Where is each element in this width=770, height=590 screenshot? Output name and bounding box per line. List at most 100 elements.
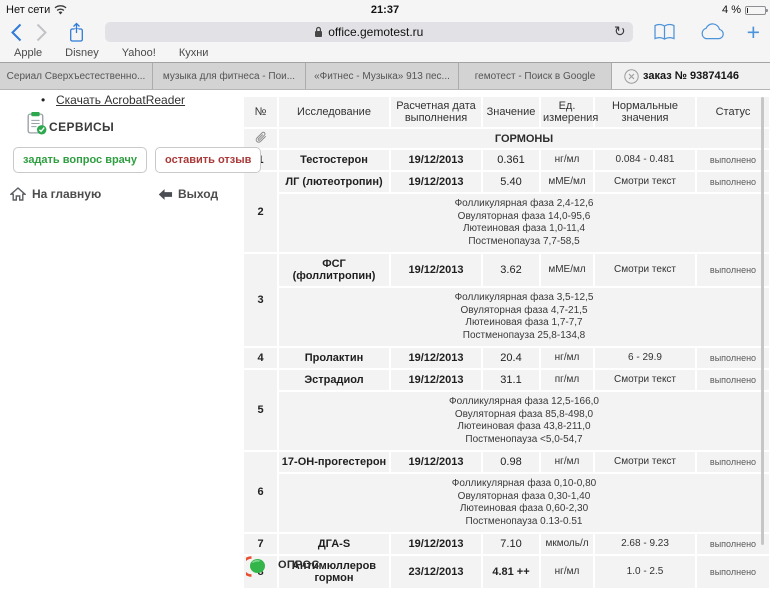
bookmark-item[interactable]: Кухни bbox=[178, 47, 209, 59]
cell-normal-range: Смотри текст bbox=[595, 254, 695, 286]
column-header: Расчетная дата выполнения bbox=[391, 97, 481, 127]
close-tab-icon[interactable] bbox=[624, 69, 639, 89]
cell-status: выполнено bbox=[697, 452, 769, 472]
address-bar[interactable]: office.gemotest.ru ↻ bbox=[105, 22, 633, 42]
cell-row-number: 6 bbox=[244, 452, 277, 532]
tab-inactive[interactable]: гемотест - Поиск в Google bbox=[459, 63, 612, 89]
cloud-tabs-icon[interactable] bbox=[698, 23, 727, 41]
cell-value: 0.361 bbox=[483, 150, 539, 170]
column-header: Нормальные значения bbox=[595, 97, 695, 127]
cell-study-name: ЛГ (лютеотропин) bbox=[279, 172, 389, 192]
lock-icon bbox=[315, 26, 323, 37]
bookmark-item[interactable]: Yahoo! bbox=[121, 47, 156, 59]
bookmark-item[interactable]: Disney bbox=[65, 47, 99, 59]
cell-study-name: 17-ОН-прогестерон bbox=[279, 452, 389, 472]
table-row: 7 ДГА-S 19/12/2013 7.10 мкмоль/л 2.68 - 9.23 в… bbox=[244, 534, 769, 554]
bookmark-item[interactable]: Apple bbox=[14, 47, 43, 59]
new-tab-icon[interactable]: + bbox=[746, 19, 760, 45]
cell-date: 19/12/2013 bbox=[391, 348, 481, 368]
paperclip-icon[interactable] bbox=[254, 131, 268, 145]
table-row: 3 ФСГ (фоллитропин) 19/12/2013 3.62 мМЕ/мл См… bbox=[244, 254, 769, 346]
cell-status: выполнено bbox=[697, 254, 769, 286]
active-tab-title: заказ № 93874146 bbox=[643, 70, 739, 82]
battery-icon bbox=[745, 5, 768, 15]
cell-reference-phases: Фолликулярная фаза 12,5-166,0 Овуляторная… bbox=[279, 392, 769, 450]
tab-inactive[interactable]: музыка для фитнеса - Пои... bbox=[153, 63, 306, 89]
acrobat-reader-link[interactable]: Скачать AcrobatReader bbox=[41, 93, 185, 107]
survey-banner[interactable]: ОПРОС bbox=[246, 556, 320, 577]
ask-doctor-button[interactable]: задать вопрос врачу bbox=[13, 147, 148, 173]
tab-inactive[interactable]: «Фитнес - Музыка» 913 пес... bbox=[306, 63, 459, 89]
table-row-details: Фолликулярная фаза 2,4-12,6 Овуляторная ф… bbox=[244, 194, 769, 252]
table-row-details: Фолликулярная фаза 12,5-166,0 Овуляторная… bbox=[244, 392, 769, 450]
bookmarks-icon[interactable] bbox=[653, 23, 676, 41]
results-table-head: № Исследование Расчетная дата выполнения Зн… bbox=[244, 97, 769, 127]
cell-study-name: ФСГ (фоллитропин) bbox=[279, 254, 389, 286]
cell-row-number: 4 bbox=[244, 348, 277, 368]
cell-unit: мМЕ/мл bbox=[541, 254, 593, 286]
url-text: office.gemotest.ru bbox=[328, 25, 424, 39]
cell-normal-range: Смотри текст bbox=[595, 452, 695, 472]
cell-value: 7.10 bbox=[483, 534, 539, 554]
survey-icon bbox=[246, 556, 265, 577]
logout-link[interactable]: Выход bbox=[158, 187, 218, 201]
forward-button[interactable] bbox=[36, 23, 48, 42]
cell-value: 31.1 bbox=[483, 370, 539, 390]
cell-unit: нг/мл bbox=[541, 556, 593, 588]
exit-icon bbox=[158, 188, 173, 200]
survey-label: ОПРОС bbox=[278, 559, 320, 571]
cell-unit: пг/мл bbox=[541, 370, 593, 390]
cell-value: 20.4 bbox=[483, 348, 539, 368]
table-row: 6 17-ОН-прогестерон 19/12/2013 0.98 нг/мл Смо… bbox=[244, 452, 769, 532]
cell-study-name: Пролактин bbox=[279, 348, 389, 368]
page-content: Скачать AcrobatReader СЕРВИСЫ задать воп… bbox=[0, 90, 770, 588]
home-link[interactable]: На главную bbox=[10, 187, 101, 201]
cell-date: 19/12/2013 bbox=[391, 452, 481, 472]
cell-status: выполнено bbox=[697, 556, 769, 588]
cell-unit: мМЕ/мл bbox=[541, 172, 593, 192]
feedback-button[interactable]: оставить отзыв bbox=[155, 147, 262, 173]
table-row: 2 ЛГ (лютеотропин) 19/12/2013 5.40 мМЕ/мл Смо… bbox=[244, 172, 769, 252]
cell-normal-range: 1.0 - 2.5 bbox=[595, 556, 695, 588]
cell-value: 4.81 ++ bbox=[483, 556, 539, 588]
column-header: Статус bbox=[697, 97, 769, 127]
home-icon bbox=[10, 187, 26, 201]
cell-date: 19/12/2013 bbox=[391, 254, 481, 286]
results-area: № Исследование Расчетная дата выполнения Зн… bbox=[242, 90, 770, 588]
clock: 21:37 bbox=[370, 4, 400, 16]
cell-study-name: Тестостерон bbox=[279, 150, 389, 170]
cell-unit: нг/мл bbox=[541, 348, 593, 368]
sidebar: Скачать AcrobatReader СЕРВИСЫ задать воп… bbox=[0, 90, 262, 578]
column-header: Значение bbox=[483, 97, 539, 127]
tab-bar: Сериал Сверхъестественно... музыка для фи… bbox=[0, 62, 770, 90]
cell-normal-range: Смотри текст bbox=[595, 172, 695, 192]
cell-row-number: 5 bbox=[244, 370, 277, 450]
services-icon bbox=[27, 112, 47, 135]
section-title: ГОРМОНЫ bbox=[279, 129, 769, 148]
tab-inactive[interactable]: Сериал Сверхъестественно... bbox=[0, 63, 153, 89]
cell-status: выполнено bbox=[697, 172, 769, 192]
attachment-cell bbox=[244, 129, 277, 148]
column-header: Ед. измерения bbox=[541, 97, 598, 127]
cell-row-number: 3 bbox=[244, 254, 277, 346]
cell-unit: мкмоль/л bbox=[541, 534, 593, 554]
column-header: № bbox=[244, 97, 277, 127]
scrollbar[interactable] bbox=[761, 97, 764, 545]
table-row-details: Фолликулярная фаза 3,5-12,5 Овуляторная ф… bbox=[244, 288, 769, 346]
cell-date: 19/12/2013 bbox=[391, 370, 481, 390]
back-button[interactable] bbox=[10, 23, 22, 42]
section-row: ГОРМОНЫ bbox=[244, 129, 769, 148]
cell-normal-range: 6 - 29.9 bbox=[595, 348, 695, 368]
tab-active[interactable]: заказ № 93874146 bbox=[612, 63, 770, 89]
table-row: 5 Эстрадиол 19/12/2013 31.1 пг/мл Смотри текс… bbox=[244, 370, 769, 450]
cell-status: выполнено bbox=[697, 150, 769, 170]
cell-row-number: 7 bbox=[244, 534, 277, 554]
cell-reference-phases: Фолликулярная фаза 0,10-0,80 Овуляторная … bbox=[279, 474, 769, 532]
cell-row-number: 2 bbox=[244, 172, 277, 252]
share-icon[interactable] bbox=[68, 22, 85, 43]
cell-date: 19/12/2013 bbox=[391, 150, 481, 170]
reload-icon[interactable]: ↻ bbox=[613, 23, 626, 39]
cell-status: выполнено bbox=[697, 348, 769, 368]
